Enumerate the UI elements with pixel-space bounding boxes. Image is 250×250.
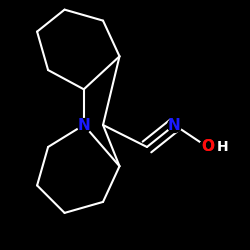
Text: N: N <box>168 118 181 132</box>
Text: H: H <box>217 140 228 154</box>
Text: N: N <box>78 118 90 132</box>
Text: O: O <box>201 140 214 154</box>
Text: O: O <box>201 140 214 154</box>
